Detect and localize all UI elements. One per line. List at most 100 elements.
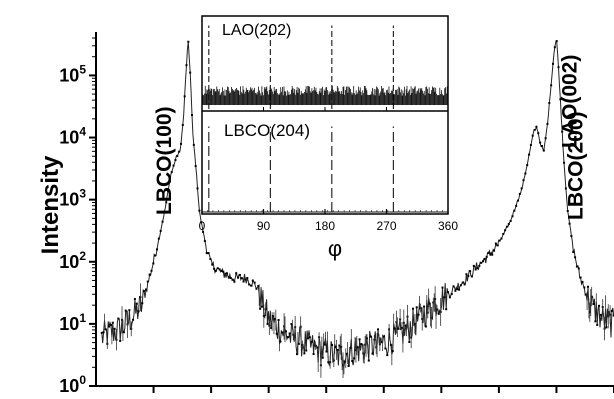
data-point [323, 343, 326, 346]
data-point [207, 252, 210, 255]
data-point [596, 323, 599, 326]
data-point [172, 164, 175, 167]
data-point [415, 306, 418, 309]
data-point [577, 267, 580, 270]
data-point [325, 350, 328, 353]
data-point [143, 290, 146, 293]
peak-label: LBCO(200) [564, 111, 587, 220]
data-point [496, 244, 499, 247]
data-point [259, 307, 262, 310]
data-point [531, 134, 534, 137]
data-point [581, 280, 584, 283]
data-point [612, 314, 614, 317]
data-point [456, 288, 459, 291]
inset-series-bottom [201, 126, 449, 213]
data-point [253, 281, 256, 284]
data-point [178, 150, 181, 153]
data-point [270, 326, 273, 329]
inset-series-top [201, 25, 449, 109]
data-point [408, 341, 411, 344]
data-point [231, 278, 234, 281]
data-point [553, 46, 556, 49]
data-point [224, 272, 227, 275]
data-point [157, 237, 160, 240]
data-point [205, 252, 208, 255]
data-point [275, 332, 278, 335]
data-point [513, 209, 516, 212]
data-point [198, 209, 201, 212]
data-point [570, 235, 573, 238]
data-point [428, 302, 431, 305]
data-point [257, 285, 260, 288]
data-point [459, 284, 462, 287]
data-point [478, 264, 481, 267]
data-point [563, 161, 566, 164]
data-point [286, 336, 289, 339]
data-point [386, 354, 389, 357]
data-point [281, 331, 284, 334]
data-point [307, 337, 310, 340]
data-point [443, 296, 446, 299]
data-point [502, 232, 505, 235]
data-point [356, 346, 359, 349]
data-point [369, 335, 372, 338]
data-point [485, 255, 488, 258]
data-point [216, 267, 219, 270]
data-point [377, 328, 380, 331]
data-point [284, 330, 287, 333]
data-point [551, 62, 554, 65]
data-point [148, 273, 151, 276]
data-point [196, 187, 199, 190]
data-point [334, 346, 337, 349]
data-point [360, 343, 363, 346]
data-point [156, 248, 159, 251]
data-point [452, 285, 455, 288]
data-point [266, 322, 269, 325]
data-point [529, 144, 532, 147]
data-point [181, 123, 184, 126]
data-point [412, 307, 415, 310]
y-tick-label: 104 [59, 125, 86, 148]
data-point [575, 265, 578, 268]
data-point [380, 341, 383, 344]
data-point [555, 40, 558, 43]
data-point [209, 258, 212, 261]
data-point [330, 344, 333, 347]
data-point [349, 346, 352, 349]
data-point [469, 270, 472, 273]
data-point [303, 352, 306, 355]
data-point [583, 286, 586, 289]
data-point [179, 142, 182, 145]
data-point [154, 254, 157, 257]
data-point [450, 292, 453, 295]
data-point [242, 280, 245, 283]
data-point [277, 319, 280, 322]
data-point [104, 328, 107, 331]
data-point [472, 264, 475, 267]
y-tick-label: 101 [59, 311, 86, 334]
y-tick-label: 102 [59, 249, 86, 272]
data-point [321, 356, 324, 359]
data-point [137, 310, 140, 313]
data-point [343, 360, 346, 363]
data-point [498, 239, 501, 242]
data-point [218, 268, 221, 271]
data-point [161, 220, 164, 223]
data-point [542, 149, 545, 152]
data-point [192, 143, 195, 146]
data-point [152, 262, 155, 265]
data-point [255, 287, 258, 290]
data-point [272, 315, 275, 318]
data-point [244, 278, 247, 281]
data-point [237, 276, 240, 279]
data-point [132, 318, 135, 321]
data-point [520, 187, 523, 190]
data-point [511, 215, 514, 218]
data-point [248, 283, 251, 286]
data-point [251, 279, 254, 282]
data-point [102, 331, 105, 334]
data-point [522, 179, 525, 182]
data-point [482, 260, 485, 263]
data-point [448, 296, 451, 299]
